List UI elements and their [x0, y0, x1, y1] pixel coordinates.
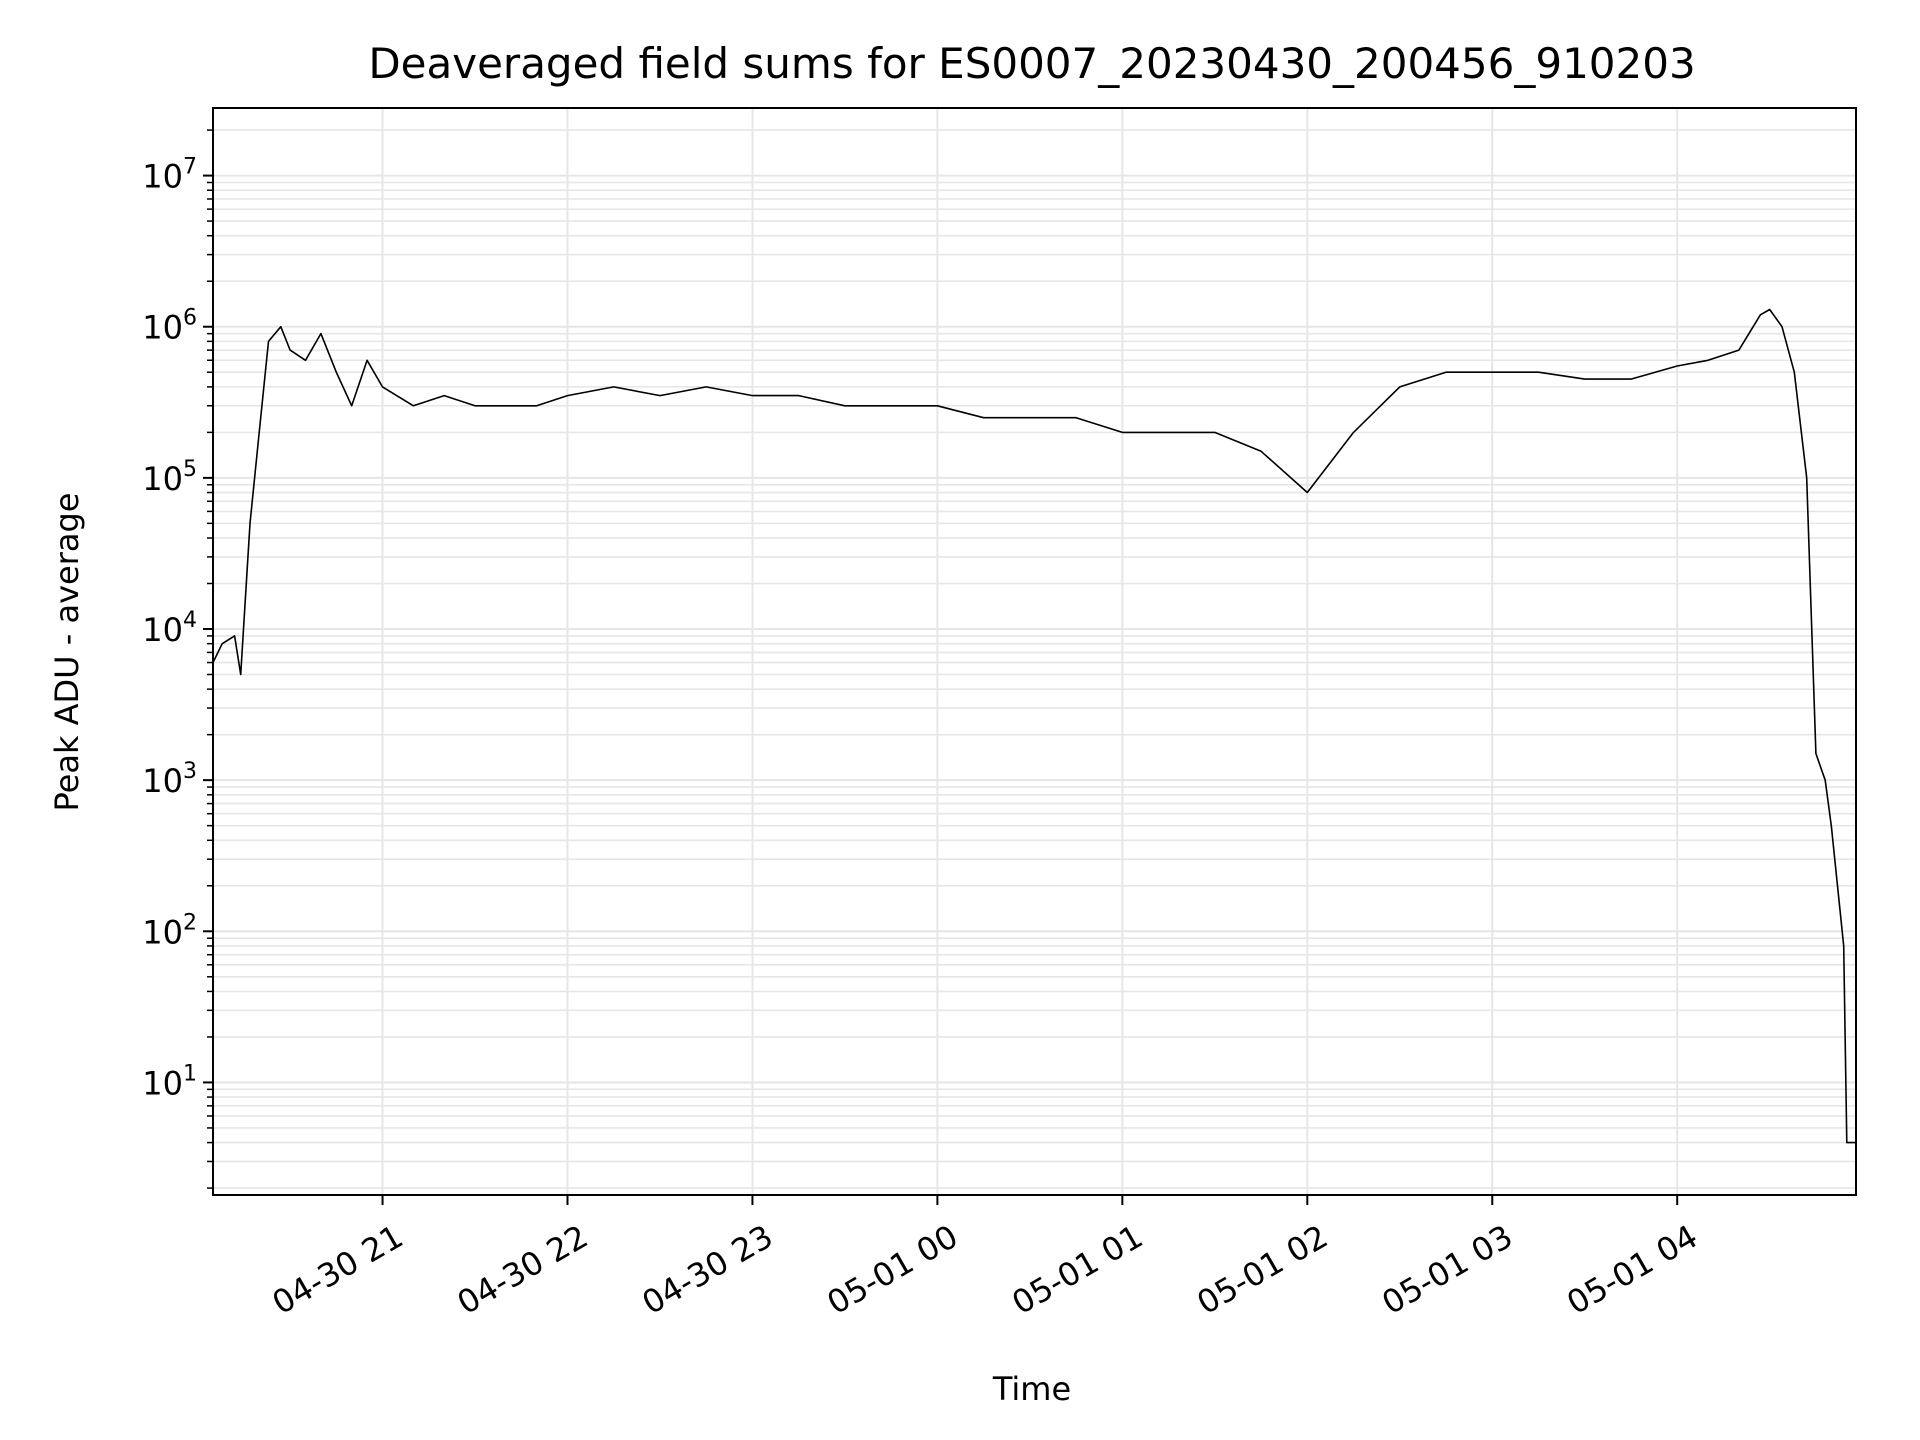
- x-tick-label: 05-01 02: [1191, 1217, 1335, 1322]
- chart-title: Deaveraged field sums for ES0007_2023043…: [368, 39, 1695, 88]
- x-tick-label: 04-30 23: [636, 1217, 780, 1322]
- x-axis-title: Time: [992, 1370, 1071, 1408]
- y-tick-label: 104: [142, 608, 197, 649]
- y-tick-label: 107: [142, 155, 197, 196]
- y-axis-title: Peak ADU - average: [48, 493, 86, 812]
- series-layer: [212, 308, 1856, 1144]
- x-tick-label: 05-01 03: [1375, 1217, 1519, 1322]
- y-tick-label: 105: [142, 457, 197, 498]
- x-tick-label: 05-01 04: [1560, 1217, 1704, 1322]
- y-tick-label: 101: [142, 1061, 197, 1102]
- y-tick-label: 102: [142, 910, 197, 951]
- grid: [213, 108, 1856, 1195]
- x-tick-label: 04-30 21: [266, 1217, 410, 1322]
- series-line: [212, 308, 1856, 1144]
- y-tick-label: 103: [142, 759, 197, 800]
- x-tick-label: 05-01 01: [1006, 1217, 1150, 1322]
- plot-frame: [212, 107, 1857, 1196]
- y-axis: 101 102 103 104 105 106 107: [142, 129, 213, 1189]
- x-tick-label: 04-30 22: [451, 1217, 595, 1322]
- x-tick-label: 05-01 00: [821, 1217, 965, 1322]
- x-axis: 04-30 21 04-30 22 04-30 23 05-01 00 05-01 01…: [266, 1195, 1704, 1322]
- y-tick-label: 106: [142, 306, 197, 347]
